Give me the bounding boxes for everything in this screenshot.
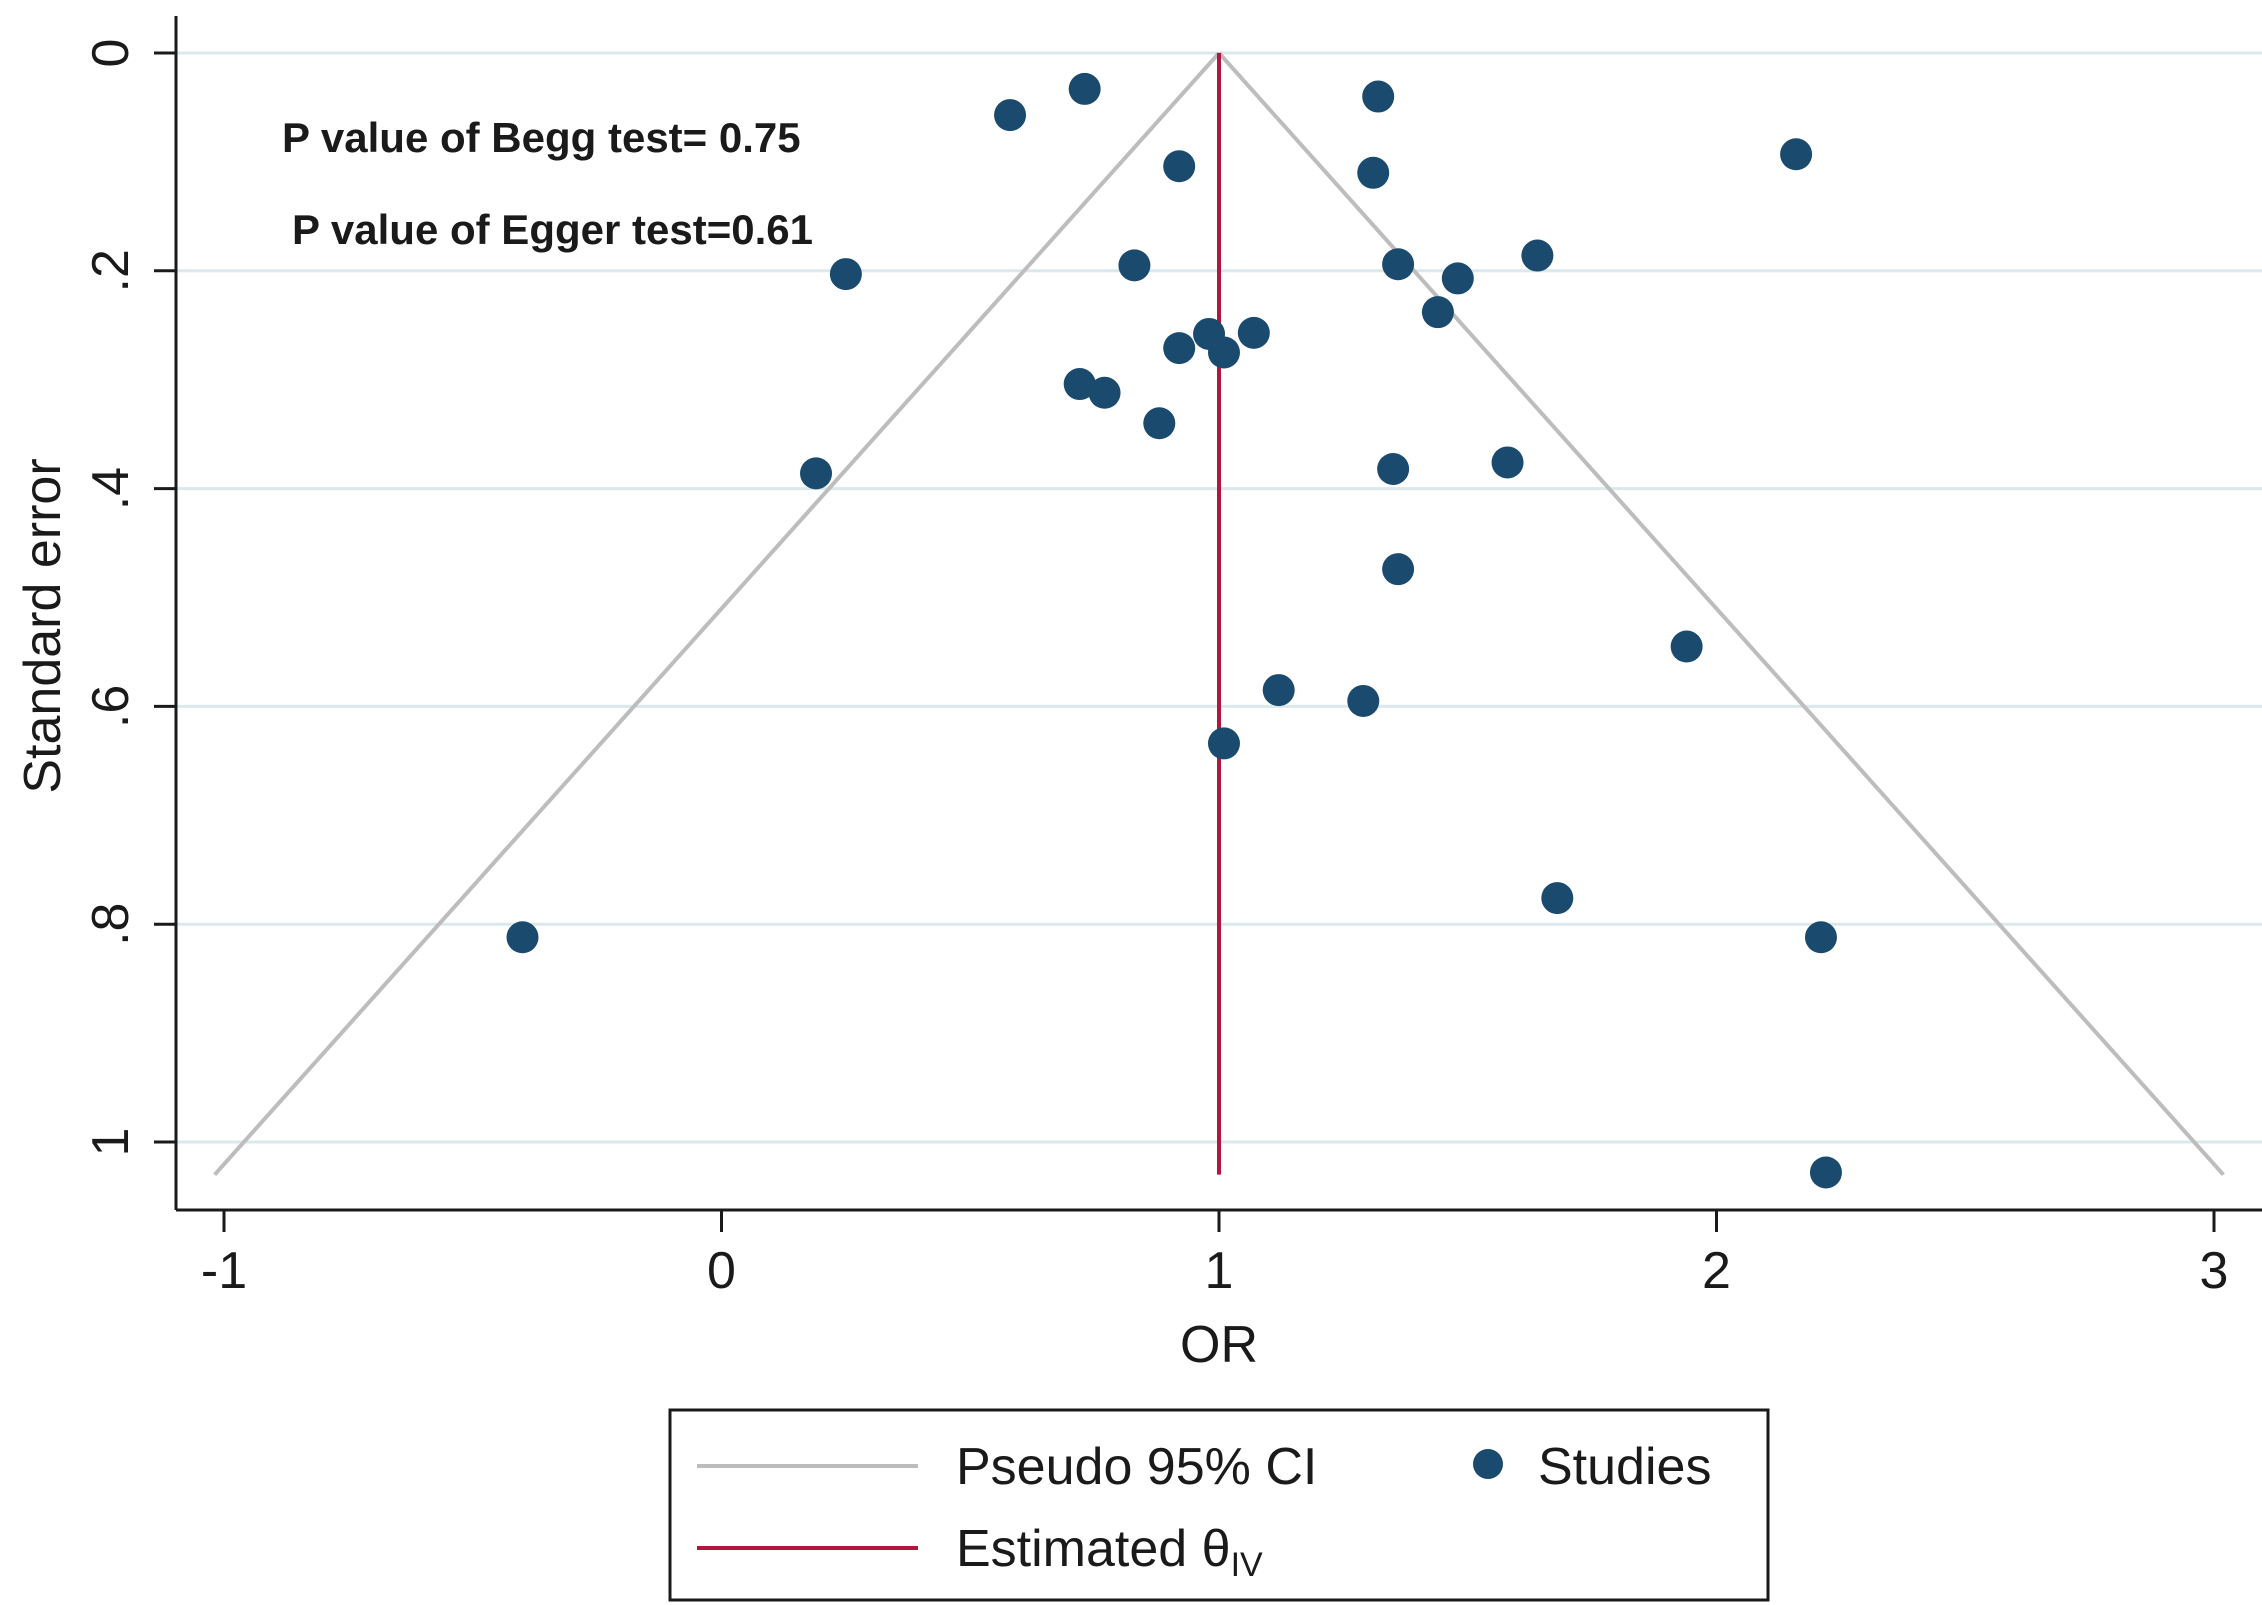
y-tick-label: .6 [82,685,140,728]
pseudo-ci-right-line [1217,51,2225,1177]
y-axis-title: Standard error [14,458,72,793]
legend-estimate-name: Estimated θ [956,1520,1231,1578]
begg-test-annotation: P value of Begg test= 0.75 [282,114,801,161]
study-point [1163,332,1196,365]
study-point [1780,138,1813,171]
x-tick-label: -1 [201,1242,247,1300]
study-points [506,72,1842,1189]
study-point [1441,262,1474,295]
egger-test-annotation: P value of Egger test=0.61 [292,206,813,253]
legend-ci-label: Pseudo 95% CI [956,1438,1317,1496]
y-tick-label: .2 [82,249,140,292]
pseudo-ci-left-line [213,51,1221,1177]
study-point [1207,336,1240,369]
study-point [829,258,862,291]
study-point [1088,376,1121,409]
study-point [994,99,1027,132]
study-point [1163,150,1196,183]
study-point [1207,727,1240,760]
study-point [1670,630,1703,663]
study-point [1237,316,1270,349]
study-point [506,921,539,954]
legend-estimate-subscript: IV [1231,1546,1263,1584]
x-axis-title: OR [1180,1316,1258,1374]
y-tick-label: 1 [82,1128,140,1157]
study-point [1521,239,1554,272]
study-point [1357,156,1390,189]
study-point [1804,921,1837,954]
pseudo-ci-lines [213,51,2225,1177]
x-tick-label: 3 [2200,1242,2229,1300]
study-point [1377,452,1410,485]
study-point [1362,80,1395,113]
study-point [1382,248,1415,281]
study-point [1262,674,1295,707]
study-point [1118,249,1151,282]
study-point [1143,407,1176,440]
legend-estimate-label: Estimated θIV [956,1520,1263,1584]
x-axis-ticks: -1 0 1 2 3 [201,1210,2229,1300]
study-point [1063,368,1096,401]
x-tick-label: 0 [707,1242,736,1300]
study-point [1491,446,1524,479]
y-axis-ticks: 0 .2 .4 .6 .8 1 [82,39,176,1157]
y-tick-label: .4 [82,467,140,510]
study-point [1541,882,1574,915]
legend: Pseudo 95% CI Studies Estimated θIV [668,1408,1770,1602]
x-tick-label: 2 [1702,1242,1731,1300]
legend-studies-label: Studies [1538,1438,1711,1496]
y-tick-label: .8 [82,903,140,946]
y-tick-label: 0 [82,39,140,68]
legend-studies-marker [1473,1449,1503,1479]
study-point [1382,553,1415,586]
x-tick-label: 1 [1205,1242,1234,1300]
study-point [1809,1156,1842,1189]
study-point [800,457,833,490]
study-point [1421,296,1454,329]
study-point [1068,72,1101,105]
study-point [1347,684,1380,717]
legend-box [668,1408,1770,1602]
